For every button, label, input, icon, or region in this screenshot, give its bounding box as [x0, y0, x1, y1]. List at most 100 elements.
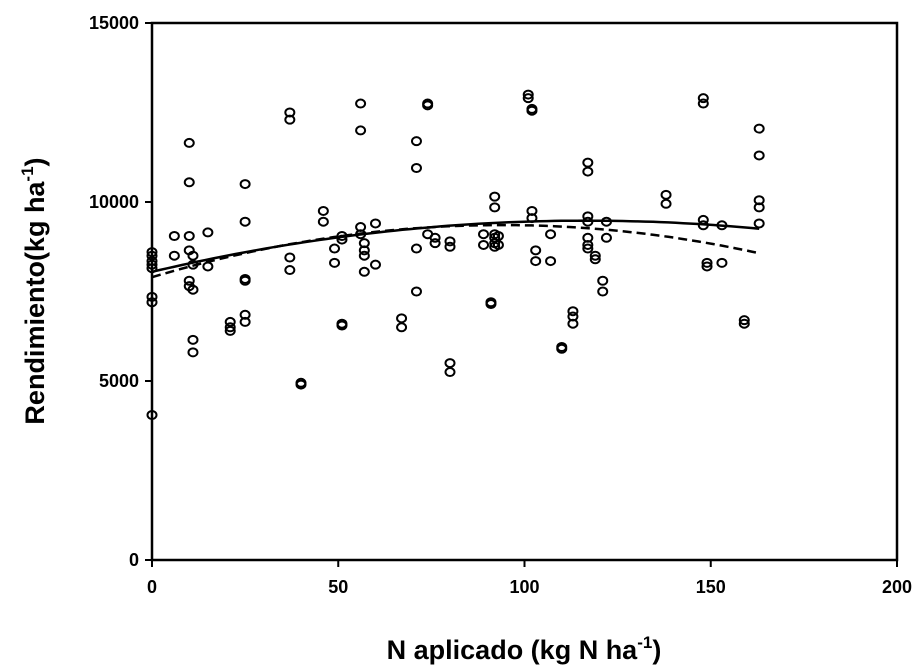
x-tick-label: 0 [147, 577, 157, 597]
data-point [187, 284, 199, 295]
data-point [202, 261, 214, 272]
data-point [396, 313, 408, 324]
data-point [183, 137, 195, 148]
data-point [556, 343, 568, 354]
data-point [295, 379, 307, 390]
data-point [589, 254, 601, 265]
data-point [187, 334, 199, 345]
data-point [489, 202, 501, 213]
data-point [336, 320, 348, 331]
data-point [187, 347, 199, 358]
x-axis-title: N aplicado (kg N ha-1) [387, 633, 662, 665]
data-point [429, 232, 441, 243]
data-point [582, 211, 594, 222]
data-point [317, 205, 329, 216]
data-point [355, 125, 367, 136]
data-point [600, 216, 612, 227]
data-point [597, 275, 609, 286]
data-point [358, 250, 370, 261]
data-point [146, 250, 158, 261]
data-point [600, 232, 612, 243]
data-point [738, 315, 750, 326]
data-point [336, 231, 348, 242]
data-point [697, 98, 709, 109]
data-point [660, 189, 672, 200]
data-point [168, 231, 180, 242]
data-point [224, 322, 236, 333]
data-point [697, 93, 709, 104]
data-point [444, 367, 456, 378]
data-point [183, 231, 195, 242]
data-point [224, 325, 236, 336]
y-tick-label: 0 [129, 550, 139, 570]
data-points [146, 89, 765, 421]
data-point [239, 216, 251, 227]
data-point [355, 98, 367, 109]
data-point [370, 259, 381, 270]
data-point [526, 105, 538, 116]
data-point [530, 256, 542, 267]
data-point [239, 275, 251, 286]
data-point [146, 297, 158, 308]
y-tick-label: 10000 [89, 192, 139, 212]
data-point [589, 250, 601, 261]
data-point [753, 150, 765, 161]
data-point [183, 275, 195, 286]
data-point [239, 179, 251, 190]
data-point [530, 245, 542, 256]
data-point [567, 306, 579, 317]
data-point [716, 220, 728, 231]
data-point [582, 157, 594, 168]
data-point [526, 213, 538, 224]
data-point [492, 239, 504, 250]
data-point [697, 214, 709, 225]
x-tick-label: 150 [696, 577, 726, 597]
y-tick-label: 15000 [89, 13, 139, 33]
data-point [485, 299, 497, 310]
data-point [429, 238, 441, 249]
y-axis: 0 5000 10000 15000 [89, 13, 152, 570]
data-point [284, 114, 296, 125]
data-point [317, 216, 329, 227]
data-point [444, 358, 456, 369]
data-point [738, 318, 750, 329]
data-point [522, 93, 534, 104]
y-tick-label: 5000 [99, 371, 139, 391]
data-point [660, 198, 672, 209]
data-point [753, 202, 765, 213]
data-point [239, 316, 251, 327]
plot-frame [150, 21, 899, 562]
x-tick-label: 200 [882, 577, 912, 597]
data-point [355, 229, 367, 240]
data-point [697, 220, 709, 231]
data-point [146, 247, 158, 258]
fitted-curves [151, 219, 760, 279]
data-point [444, 241, 456, 252]
fit-curve-solid [151, 219, 760, 274]
x-axis: 0 50 100 150 200 [147, 560, 912, 597]
data-point [582, 243, 594, 254]
data-point [716, 257, 728, 268]
data-point [146, 291, 158, 302]
data-point [753, 123, 765, 134]
data-point [358, 266, 370, 277]
data-point [478, 229, 490, 240]
data-point [358, 245, 370, 256]
data-point [489, 191, 501, 202]
data-point [146, 410, 158, 421]
data-point [410, 286, 422, 297]
y-axis-title: Rendimiento(kg ha-1) [18, 157, 50, 424]
data-point [329, 257, 341, 268]
data-point [545, 229, 557, 240]
data-point [284, 252, 296, 263]
data-point [396, 322, 408, 333]
data-point [284, 265, 296, 276]
data-point [202, 227, 214, 238]
data-point [701, 257, 713, 268]
data-point [336, 234, 348, 245]
data-point [582, 239, 594, 250]
data-point [183, 177, 195, 188]
data-point [701, 261, 713, 272]
data-point [329, 243, 341, 254]
